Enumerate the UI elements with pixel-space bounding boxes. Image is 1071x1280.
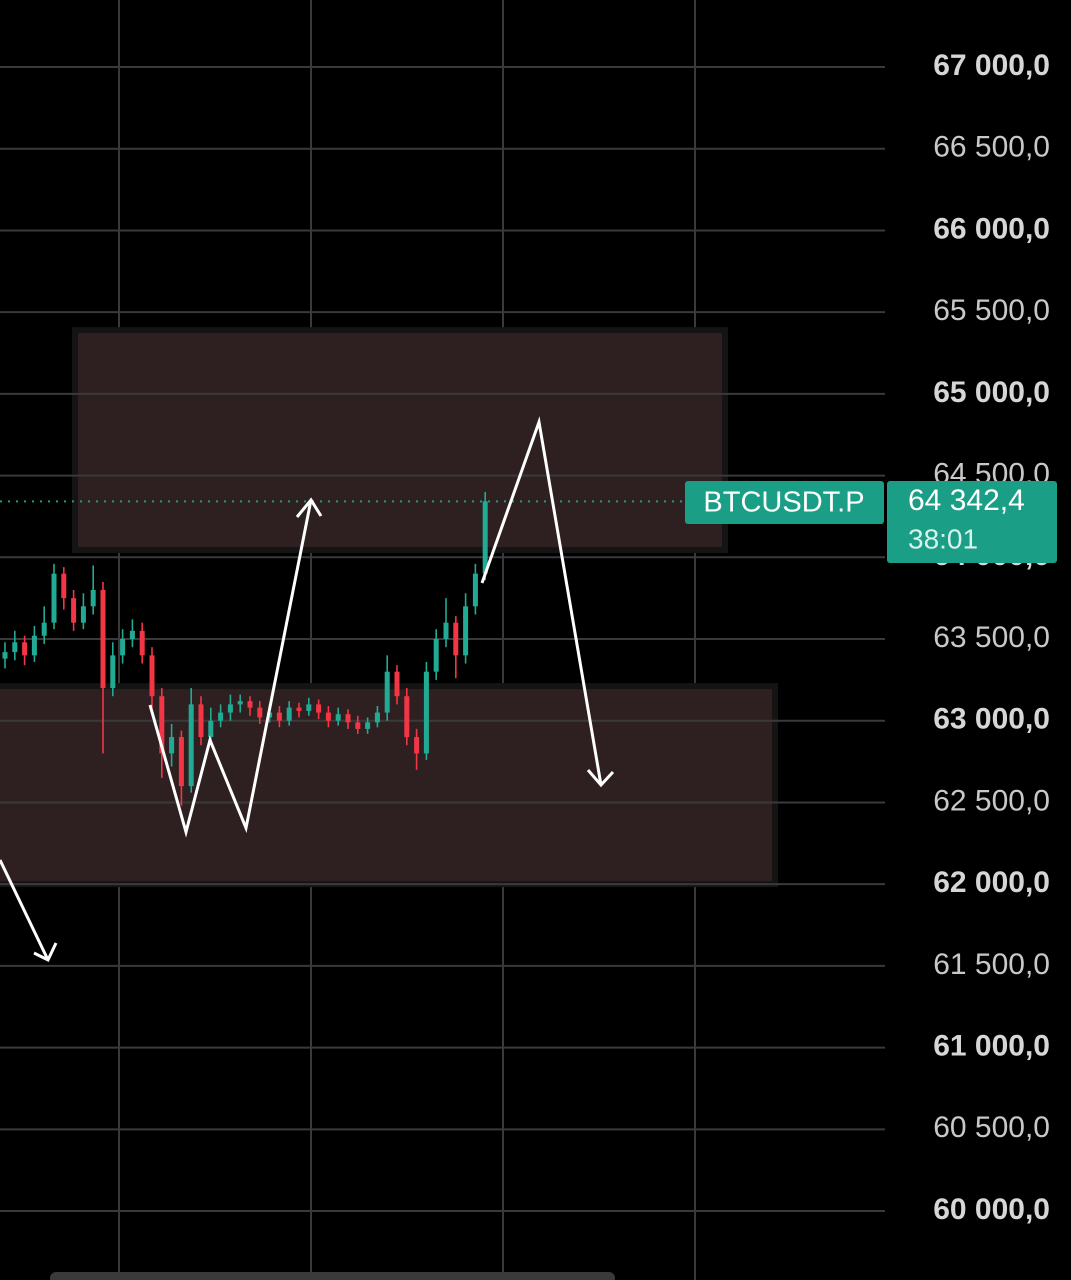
candle-body	[149, 655, 155, 697]
home-indicator	[50, 1272, 615, 1280]
arrow-head	[295, 497, 323, 518]
candle-body	[51, 573, 57, 623]
y-tick-label: 65 500,0	[933, 294, 1050, 327]
candle-body	[257, 707, 263, 718]
candle-body	[227, 704, 233, 713]
y-tick-label: 62 000,0	[933, 866, 1050, 899]
h-grid	[0, 66, 885, 1213]
candle-body	[374, 712, 380, 723]
candle-body	[345, 714, 351, 723]
candle-body	[169, 737, 175, 754]
candle-body	[71, 598, 77, 623]
candle-body	[286, 707, 292, 721]
candle-body	[237, 701, 243, 705]
candle-body	[178, 737, 184, 787]
candle-body	[159, 696, 165, 754]
candle-body	[355, 722, 361, 729]
symbol-label: BTCUSDT.P	[703, 487, 864, 519]
candles	[2, 491, 488, 806]
candle-body	[110, 655, 116, 689]
candle-body	[296, 707, 302, 711]
y-tick-label: 66 500,0	[933, 131, 1050, 164]
candle-body	[120, 639, 126, 656]
y-tick-label: 62 500,0	[933, 784, 1050, 817]
path-arrow	[480, 416, 603, 786]
y-tick-label: 60 500,0	[933, 1111, 1050, 1144]
y-tick-label: 67 000,0	[933, 49, 1050, 82]
candle-body	[443, 622, 449, 640]
candle-body	[453, 622, 459, 656]
candle-body	[482, 501, 488, 574]
countdown: 38:01	[908, 523, 978, 554]
y-tick-label: 66 000,0	[933, 212, 1050, 245]
candle-body	[433, 639, 439, 672]
path-arrow	[0, 859, 50, 961]
arrow-head	[586, 769, 615, 788]
zone	[72, 327, 728, 554]
y-tick-label: 63 000,0	[933, 703, 1050, 736]
drawings	[0, 416, 615, 963]
candle-body	[404, 696, 410, 738]
candle-body	[31, 635, 37, 656]
price-axis: 67 000,0 66 500,0 66 000,0 65 500,0 65 000,0…	[933, 49, 1050, 1226]
price-box	[887, 481, 1057, 563]
candle-body	[423, 671, 429, 754]
symbol-badge	[685, 481, 884, 524]
y-tick-label: 60 000,0	[933, 1193, 1050, 1226]
path-arrow	[148, 499, 313, 838]
candle-body	[306, 704, 312, 711]
candle-body	[384, 671, 390, 713]
candle-body	[276, 712, 282, 721]
candle-body	[90, 589, 96, 607]
candle-body	[218, 712, 224, 721]
candle-body	[365, 722, 371, 729]
price-badge: BTCUSDT.P 64 342,4 38:01	[685, 481, 1057, 563]
candle-body	[325, 712, 331, 721]
y-tick-label: 61 500,0	[933, 948, 1050, 981]
candle-body	[2, 652, 8, 659]
candle-body	[198, 704, 204, 738]
candle-body	[129, 630, 135, 640]
candle-body	[41, 622, 47, 636]
candle-body	[208, 720, 214, 738]
arrow-head	[33, 942, 58, 963]
candle-body	[316, 704, 322, 713]
candle-body	[22, 642, 28, 656]
y-tick-label: 61 000,0	[933, 1030, 1050, 1063]
last-price: 64 342,4	[908, 484, 1025, 517]
candle-body	[247, 701, 253, 708]
candle-body	[61, 573, 67, 599]
candle-body	[414, 737, 420, 754]
candle-body	[394, 671, 400, 697]
candle-body	[472, 573, 478, 607]
candle-body	[188, 704, 194, 787]
candle-body	[80, 606, 86, 623]
y-tick-label: 63 500,0	[933, 621, 1050, 654]
candle-body	[335, 714, 341, 721]
y-tick-label: 65 000,0	[933, 376, 1050, 409]
candle-body	[463, 606, 469, 656]
candle-body	[100, 589, 106, 689]
candle-body	[12, 642, 18, 653]
candle-body	[139, 630, 145, 656]
